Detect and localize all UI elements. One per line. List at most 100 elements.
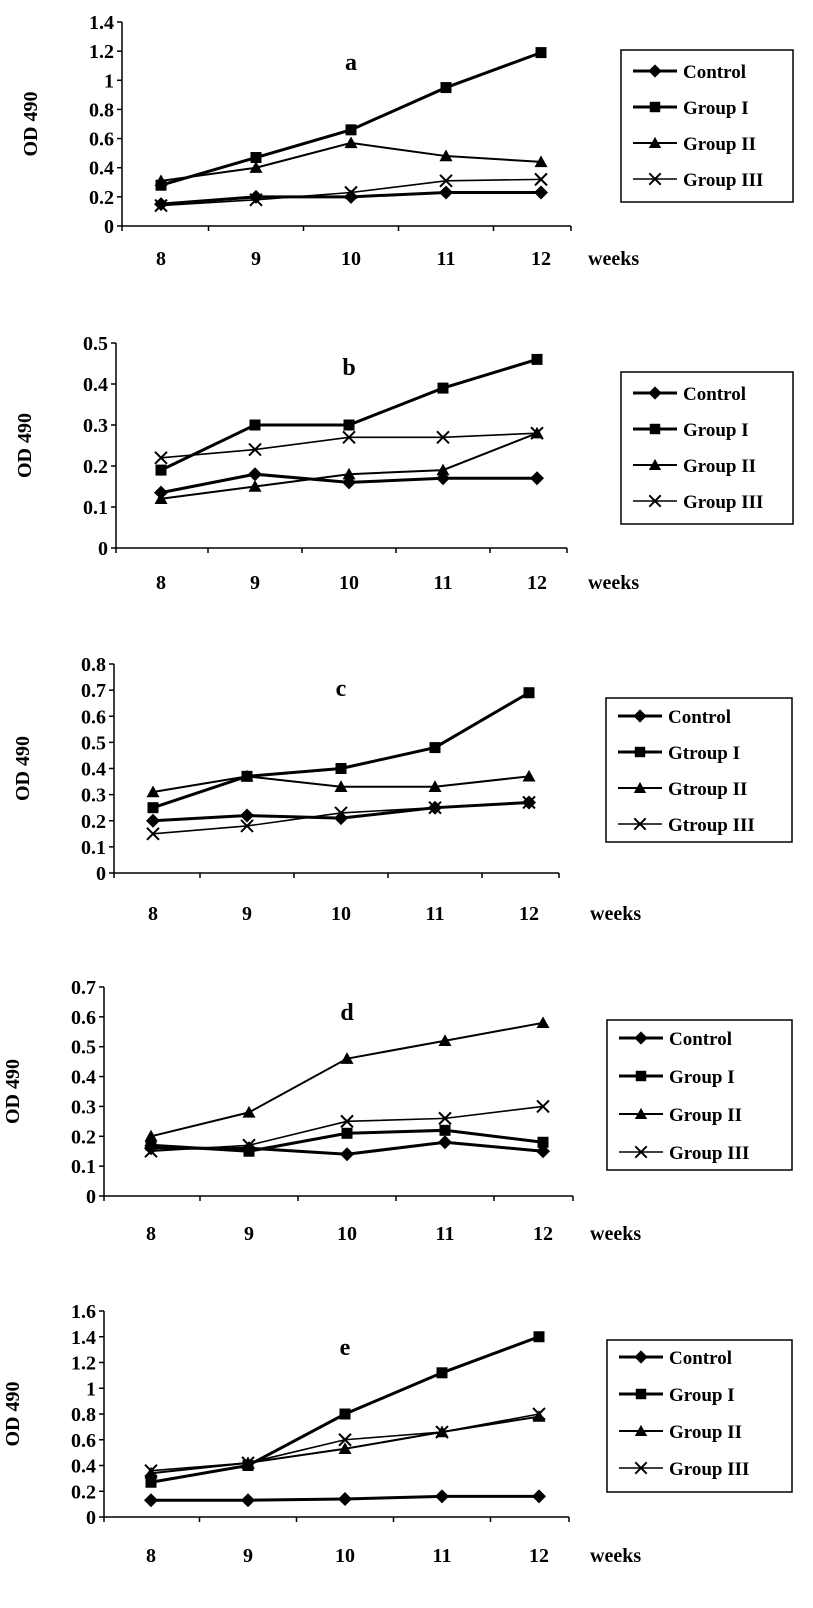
series-marker-square: [343, 419, 355, 431]
series-marker-cross: [634, 1145, 648, 1159]
x-tick-label: 8: [146, 1545, 156, 1567]
series-marker-diamond: [248, 467, 262, 482]
series-marker-triangle: [146, 785, 160, 798]
series-marker-square: [341, 1127, 353, 1139]
series-marker-diamond: [240, 808, 254, 823]
series-group-iii: [144, 1099, 550, 1158]
series-marker-triangle: [438, 1034, 452, 1046]
panel-letter: c: [336, 676, 347, 702]
y-tick-label: 1.2: [71, 1353, 96, 1375]
legend: Control Gtroup I Gtroup II Gtroup III: [605, 697, 793, 843]
y-tick-label: 0.4: [83, 374, 108, 396]
series-marker-triangle: [534, 155, 548, 168]
y-tick-label: 0: [96, 863, 106, 885]
series-marker-square: [537, 1136, 549, 1148]
legend-box: [620, 49, 794, 203]
series-group-ii: [144, 1016, 550, 1142]
y-tick-label: 0.8: [71, 1404, 96, 1426]
series-marker-cross: [338, 1433, 352, 1447]
y-tick-label: 0.1: [83, 497, 108, 519]
series-marker-square: [531, 353, 543, 365]
legend-label: Group I: [683, 420, 749, 441]
series-marker-diamond: [530, 471, 544, 486]
y-tick-label: 0.5: [83, 333, 108, 355]
x-axis-label: weeks: [588, 572, 639, 594]
series-gtroup-i: [147, 687, 535, 814]
series-gtroup-ii: [146, 769, 536, 798]
series-marker-triangle: [154, 492, 168, 504]
x-tick-label: 10: [339, 572, 359, 594]
series-marker-square: [649, 101, 661, 113]
legend-item: Control: [619, 1029, 732, 1050]
series-marker-square: [634, 746, 646, 758]
x-axis-label: weeks: [588, 248, 639, 270]
series-marker-triangle: [648, 136, 662, 148]
y-tick-label: 0.8: [89, 99, 114, 121]
x-tick-label: 8: [156, 572, 166, 594]
legend-item: Group III: [633, 492, 763, 513]
series-marker-cross: [522, 795, 536, 810]
series-marker-diamond: [249, 189, 263, 204]
y-tick-label: 0.2: [83, 456, 108, 478]
series-marker-diamond: [435, 1489, 449, 1504]
legend-label: Group III: [669, 1459, 749, 1480]
series-marker-cross: [240, 819, 254, 833]
series-marker-diamond: [532, 1489, 546, 1504]
y-tick-label: 0.5: [81, 732, 106, 754]
legend-item: Group I: [619, 1385, 735, 1406]
series-group-ii: [154, 426, 544, 504]
y-tick-label: 0.4: [89, 158, 114, 180]
x-tick-label: 11: [437, 248, 456, 270]
x-tick-label: 10: [337, 1223, 357, 1245]
x-tick-label: 11: [434, 572, 453, 594]
chart-panel-a: 0 0.2 0.4 0.6 0.8 1 1.2 1.4 8 9 10 11 12 weeks OD 490 a…: [20, 12, 794, 270]
legend-label: Group III: [683, 170, 763, 191]
legend-item: Group II: [619, 1105, 742, 1126]
x-tick-label: 12: [529, 1545, 549, 1567]
series-marker-cross: [144, 1144, 158, 1158]
series-marker-cross: [144, 1463, 158, 1478]
panel-letter: e: [340, 1335, 351, 1361]
series-group-ii: [144, 1410, 546, 1479]
series-marker-triangle: [248, 480, 262, 492]
series-marker-triangle: [344, 136, 358, 149]
y-tick-label: 1: [104, 70, 114, 92]
y-tick-label: 0: [86, 1507, 96, 1529]
x-tick-label: 9: [243, 1545, 253, 1567]
series-control: [144, 1489, 546, 1508]
series-marker-diamond: [633, 709, 647, 723]
series-marker-diamond: [439, 185, 453, 200]
series-marker-cross: [436, 430, 450, 445]
legend-label: Gtroup II: [668, 779, 747, 800]
legend: Control Group I Group II Group III: [620, 49, 794, 203]
x-tick-label: 11: [433, 1545, 452, 1567]
series-marker-cross: [438, 1111, 452, 1126]
legend-box: [620, 371, 794, 525]
series-marker-diamond: [340, 1147, 354, 1162]
legend-item: Group I: [619, 1067, 735, 1088]
y-tick-label: 0.3: [81, 785, 106, 807]
y-tick-label: 0.1: [81, 837, 106, 859]
series-marker-diamond: [146, 813, 160, 828]
legend-item: Group I: [633, 420, 749, 441]
series-gtroup-iii: [146, 795, 536, 841]
series-marker-triangle: [240, 769, 254, 782]
series-marker-triangle: [522, 769, 536, 782]
series-marker-triangle: [342, 467, 356, 480]
x-tick-label: 8: [146, 1223, 156, 1245]
legend-item: Group II: [619, 1422, 742, 1443]
y-axis-label: OD 490: [2, 1059, 24, 1124]
x-tick-label: 8: [156, 248, 166, 270]
y-tick-label: 0: [86, 1186, 96, 1208]
y-tick-label: 0.1: [71, 1156, 96, 1178]
series-marker-cross: [633, 817, 647, 831]
series-marker-diamond: [534, 185, 548, 200]
x-tick-label: 10: [331, 903, 351, 925]
legend: Control Group I Group II Group III: [606, 1019, 793, 1171]
series-group-iii: [144, 1407, 546, 1478]
x-axis-label: weeks: [590, 1545, 641, 1567]
legend-item: Gtroup III: [618, 815, 755, 836]
series-marker-square: [429, 742, 441, 754]
series-marker-square: [345, 124, 357, 136]
